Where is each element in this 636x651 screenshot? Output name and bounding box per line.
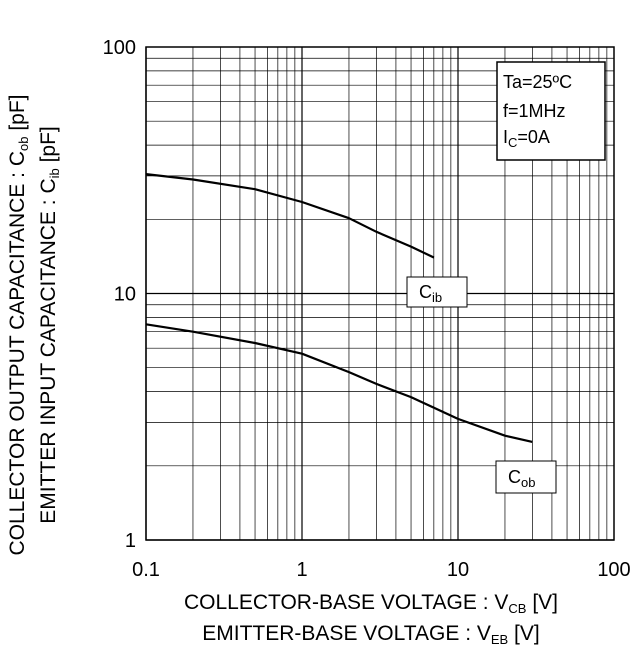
y-axis-label-collector-output: COLLECTOR OUTPUT CAPACITANCE : Cob [pF] <box>6 95 31 556</box>
series-label-text: Cob <box>508 467 535 490</box>
condition-frequency: f=1MHz <box>503 101 566 121</box>
x-tick-label: 100 <box>597 559 630 581</box>
series-label-box <box>495 460 557 494</box>
series-label-text: Cib <box>419 282 442 305</box>
series-labels: Cib Cob <box>406 276 557 494</box>
plot-frame <box>145 46 615 541</box>
series-label-cob: Cob <box>495 460 557 494</box>
y-tick-label: 100 <box>103 37 136 59</box>
y-tick-label: 1 <box>125 530 136 552</box>
series-line-cib <box>145 173 435 259</box>
x-tick-label: 0.1 <box>132 559 160 581</box>
tick-labels: 0.1 1 10 100 1 10 100 <box>103 37 631 581</box>
condition-temperature: Ta=25ºC <box>503 72 572 92</box>
series-label-cib: Cib <box>406 276 468 308</box>
series-line-cob <box>145 323 533 443</box>
series-curves <box>145 173 533 443</box>
x-tick-label: 10 <box>447 559 469 581</box>
x-axis-label-collector-base: COLLECTOR-BASE VOLTAGE : VCB [V] <box>184 591 558 616</box>
y-tick-label: 10 <box>114 284 136 306</box>
conditions-box: Ta=25ºC f=1MHz IC=0A <box>496 61 606 161</box>
y-axis-label-emitter-input: EMITTER INPUT CAPACITANCE : Cib [pF] <box>37 126 62 524</box>
x-axis-label-emitter-base: EMITTER-BASE VOLTAGE : VEB [V] <box>202 622 539 647</box>
condition-collector-current: IC=0A <box>503 127 550 150</box>
series-label-box <box>406 276 468 308</box>
x-tick-label: 1 <box>296 559 307 581</box>
